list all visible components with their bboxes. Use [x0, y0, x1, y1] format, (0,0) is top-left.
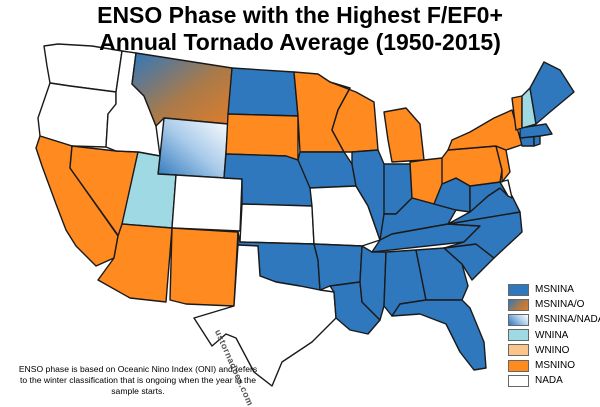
state-ma	[519, 123, 553, 139]
state-wi	[329, 81, 379, 153]
state-sd	[225, 113, 299, 161]
legend-label-msnina: MSNINA	[535, 284, 574, 296]
legend-swatch-msnina-o	[508, 298, 529, 311]
title-line-2: Annual Tornado Average (1950-2015)	[99, 29, 501, 55]
state-co	[171, 174, 243, 232]
state-tx	[193, 244, 337, 387]
state-ks	[239, 203, 315, 245]
legend-item-nada: NADA	[508, 373, 598, 388]
legend-label-nada: NADA	[535, 375, 563, 387]
state-ms	[359, 245, 387, 321]
legend-label-msnina-nada: MSNINA/NADA	[535, 314, 600, 326]
legend-item-msnina-o: MSNINA/O	[508, 297, 598, 312]
state-me	[529, 61, 575, 125]
state-nd	[227, 67, 299, 117]
legend-label-msnino: MSNINO	[535, 360, 575, 372]
legend-item-msnina-nada: MSNINA/NADA	[508, 312, 600, 327]
legend-label-wnino: WNINO	[535, 344, 570, 356]
legend-item-msnina: MSNINA	[508, 282, 598, 297]
state-de	[499, 179, 513, 199]
state-mi	[383, 107, 425, 163]
legend-swatch-msnino	[508, 359, 529, 372]
legend-swatch-wnino	[508, 344, 529, 357]
footnote: ENSO phase is based on Oceanic Nino Inde…	[18, 364, 258, 396]
legend-item-msnino: MSNINO	[508, 358, 598, 373]
title-line-1: ENSO Phase with the Highest F/EF0+	[97, 2, 503, 28]
legend-item-wnina: WNINA	[508, 328, 598, 343]
legend-label-msnina-o: MSNINA/O	[535, 299, 585, 311]
legend-item-wnino: WNINO	[508, 343, 598, 358]
state-or	[37, 82, 117, 148]
state-ri	[533, 135, 541, 147]
state-fl	[391, 299, 487, 371]
state-nm	[169, 227, 239, 307]
legend-swatch-wnina	[508, 329, 529, 342]
state-wy	[157, 117, 229, 179]
legend-swatch-nada	[508, 374, 529, 387]
state-pa	[441, 145, 503, 187]
legend-swatch-msnina-nada	[508, 313, 529, 326]
state-nc	[443, 211, 523, 259]
legend: MSNINA MSNINA/O MSNINA/NADA WNINA WNINO …	[508, 282, 600, 388]
legend-label-wnina: WNINA	[535, 329, 569, 341]
legend-swatch-msnina	[508, 283, 529, 296]
chart-title: ENSO Phase with the Highest F/EF0+ Annua…	[0, 2, 600, 56]
